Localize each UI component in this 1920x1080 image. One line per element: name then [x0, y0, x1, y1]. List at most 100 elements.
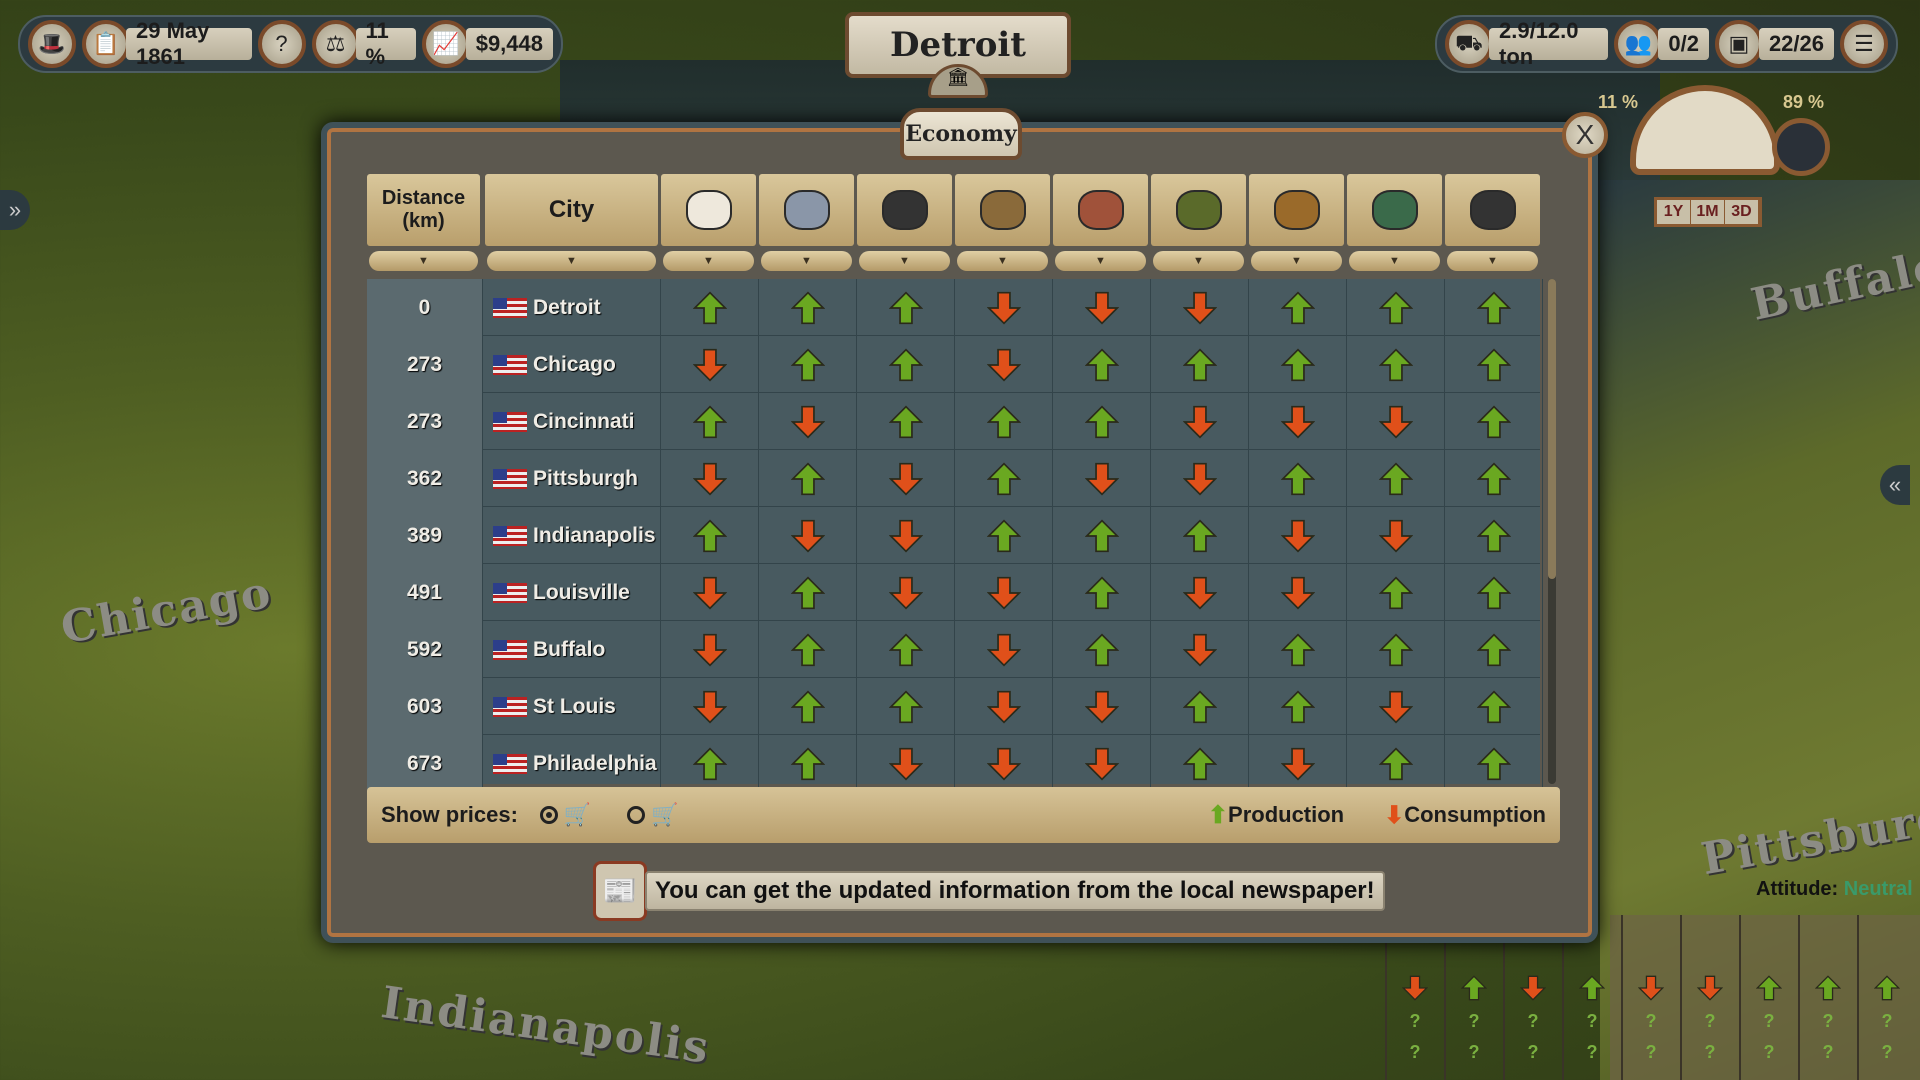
scrollbar-thumb[interactable]: [1548, 279, 1556, 579]
city-name: Louisville: [533, 580, 630, 604]
consumption-arrow-icon: [857, 450, 955, 507]
column-header-grain[interactable]: [955, 174, 1050, 246]
city-cell[interactable]: Philadelphia: [483, 735, 661, 792]
sort-tools-button[interactable]: ▼: [1349, 251, 1440, 271]
table-footer: Show prices: 🛒 🛒 ⬆ Production ⬇ Consumpt…: [367, 787, 1560, 843]
production-arrow-icon: [1445, 336, 1543, 393]
unknown-sell-price: ?: [1704, 1042, 1716, 1062]
city-cell[interactable]: Chicago: [483, 336, 661, 393]
table-row[interactable]: 491 Louisville: [367, 564, 1543, 621]
gauge-right-percent: 89 %: [1783, 92, 1825, 112]
table-row[interactable]: 592 Buffalo: [367, 621, 1543, 678]
expand-left-button[interactable]: »: [0, 190, 30, 230]
unknown-buy-price: ?: [1527, 1011, 1539, 1031]
unknown-buy-price: ?: [1881, 1011, 1893, 1031]
column-header-steel[interactable]: [759, 174, 854, 246]
production-arrow-icon: [1347, 336, 1445, 393]
city-cell[interactable]: Cincinnati: [483, 393, 661, 450]
consumption-arrow-icon: [955, 279, 1053, 336]
column-header-cotton[interactable]: [661, 174, 756, 246]
us-flag-icon: [493, 525, 527, 546]
tab-economy[interactable]: Economy: [900, 108, 1022, 160]
city-cell[interactable]: Buffalo: [483, 621, 661, 678]
unknown-buy-price: ?: [1468, 1011, 1480, 1031]
sort-grain-button[interactable]: ▼: [957, 251, 1048, 271]
production-arrow-icon: [1249, 450, 1347, 507]
consumption-arrow-icon: [1249, 393, 1347, 450]
newspaper-boy-icon[interactable]: 📰: [593, 861, 647, 921]
city-cell[interactable]: Indianapolis: [483, 507, 661, 564]
production-arrow-icon: [1053, 336, 1151, 393]
duration-month[interactable]: 1M: [1691, 200, 1725, 224]
table-row[interactable]: 273 Cincinnati: [367, 393, 1543, 450]
chart-icon[interactable]: 📈: [421, 20, 470, 68]
politician-portrait[interactable]: [1772, 118, 1830, 176]
consumption-arrow-icon: [1347, 393, 1445, 450]
map-label-chicago[interactable]: Chicago: [57, 566, 276, 655]
column-header-tools[interactable]: [1347, 174, 1442, 246]
us-flag-icon: [493, 354, 527, 375]
vegetables-icon: [1175, 190, 1222, 230]
consumption-arrow-icon: [1249, 507, 1347, 564]
ledger-icon[interactable]: 📋: [82, 20, 130, 68]
show-buy-prices-radio[interactable]: [539, 806, 558, 824]
people-icon[interactable]: 👥: [1614, 20, 1663, 68]
crate-icon[interactable]: ▣: [1714, 20, 1763, 68]
expand-right-button[interactable]: «: [1880, 465, 1910, 505]
unknown-sell-price: ?: [1409, 1042, 1421, 1062]
sort-distance-button[interactable]: ▼: [369, 251, 478, 271]
menu-icon[interactable]: ☰: [1840, 20, 1888, 68]
distance-cell: 389: [367, 507, 483, 564]
top-hat-icon[interactable]: 🎩: [28, 20, 76, 68]
city-cell[interactable]: Louisville: [483, 564, 661, 621]
sort-oil-button[interactable]: ▼: [859, 251, 950, 271]
city-cell[interactable]: Pittsburgh: [483, 450, 661, 507]
production-arrow-icon: [1151, 336, 1249, 393]
sort-city-button[interactable]: ▼: [487, 251, 656, 271]
table-row[interactable]: 389 Indianapolis: [367, 507, 1543, 564]
table-scrollbar[interactable]: [1548, 279, 1556, 784]
sort-coal-button[interactable]: ▼: [1447, 251, 1538, 271]
city-cell[interactable]: Detroit: [483, 279, 661, 336]
sort-beer-button[interactable]: ▼: [1251, 251, 1342, 271]
city-cell[interactable]: St Louis: [483, 678, 661, 735]
column-header-city[interactable]: City: [485, 174, 658, 246]
show-sell-prices-radio[interactable]: [627, 806, 646, 824]
column-header-vegetables[interactable]: [1151, 174, 1246, 246]
table-row[interactable]: 673 Philadelphia: [367, 735, 1543, 792]
table-row[interactable]: 603 St Louis: [367, 678, 1543, 735]
sort-cotton-button[interactable]: ▼: [663, 251, 754, 271]
map-label-indianapolis[interactable]: Indianapolis: [378, 977, 714, 1074]
cargo-icon[interactable]: ⛟: [1445, 20, 1493, 68]
attitude-display: Attitude: Neutral: [1756, 878, 1913, 901]
production-arrow-icon: [759, 564, 857, 621]
production-arrow-icon: [759, 450, 857, 507]
passengers-display: 0/2: [1658, 28, 1709, 60]
consumption-arrow-icon: [857, 735, 955, 792]
side-goods-column: ??: [1444, 915, 1502, 1080]
sort-meat-button[interactable]: ▼: [1055, 251, 1146, 271]
quest-icon[interactable]: ?: [257, 20, 306, 68]
sort-vegetables-button[interactable]: ▼: [1153, 251, 1244, 271]
table-row[interactable]: 273 Chicago: [367, 336, 1543, 393]
scales-icon[interactable]: ⚖: [311, 20, 360, 68]
sort-steel-button[interactable]: ▼: [761, 251, 852, 271]
production-arrow-icon: [661, 507, 759, 564]
production-arrow-icon: [759, 735, 857, 792]
consumption-arrow-icon: [1151, 279, 1249, 336]
production-arrow-icon: [1347, 450, 1445, 507]
close-button[interactable]: X: [1562, 112, 1608, 158]
column-header-coal[interactable]: [1445, 174, 1540, 246]
column-header-meat[interactable]: [1053, 174, 1148, 246]
column-header-oil[interactable]: [857, 174, 952, 246]
consumption-arrow-icon: [955, 735, 1053, 792]
column-header-distance[interactable]: Distance (km): [367, 174, 480, 246]
table-row[interactable]: 0 Detroit: [367, 279, 1543, 336]
production-arrow-icon: [1053, 393, 1151, 450]
table-row[interactable]: 362 Pittsburgh: [367, 450, 1543, 507]
duration-day[interactable]: 3D: [1725, 200, 1759, 224]
column-header-beer[interactable]: [1249, 174, 1344, 246]
production-arrow-icon: [857, 678, 955, 735]
tools-icon: [1371, 190, 1418, 230]
duration-year[interactable]: 1Y: [1657, 200, 1691, 224]
